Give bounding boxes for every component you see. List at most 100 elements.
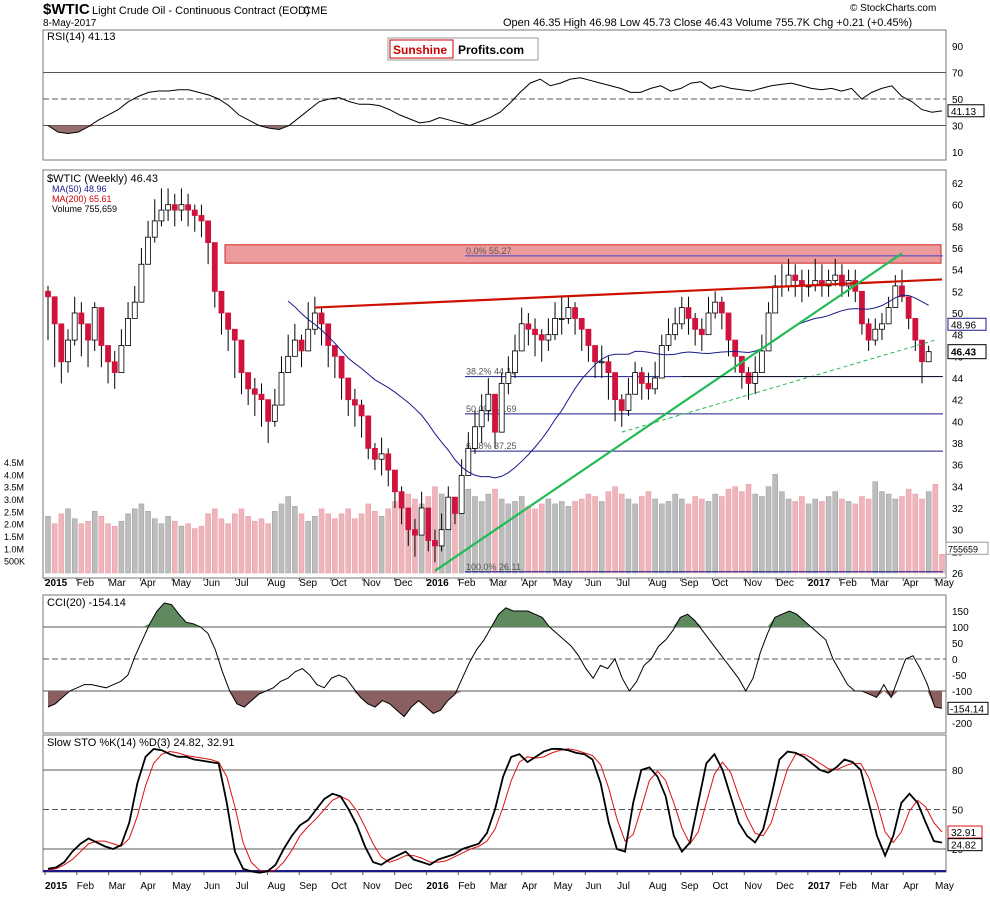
volume-bar <box>585 493 592 574</box>
volume-bar <box>318 508 325 574</box>
volume-bar <box>298 513 305 574</box>
volume-tick: 2.0M <box>4 520 24 530</box>
candle-body <box>698 328 705 336</box>
x-axis-label: Aug <box>649 578 667 589</box>
volume-bar <box>285 496 291 574</box>
x-axis-label: Aug <box>268 578 286 589</box>
volume-bar <box>725 488 732 574</box>
fib-label: 50.0% 40.69 <box>466 404 517 414</box>
candle-body <box>498 383 505 433</box>
volume-bar <box>845 501 852 574</box>
volume-last-label: 755659 <box>948 544 978 554</box>
candle-body <box>572 307 578 319</box>
volume-bar <box>592 496 598 574</box>
price-label: $WTIC (Weekly) 46.43 <box>47 173 158 185</box>
volume-bar <box>145 511 151 574</box>
volume-bar <box>85 520 91 574</box>
volume-bar <box>258 518 265 574</box>
volume-bar <box>892 498 899 574</box>
price-tick-34: 34 <box>952 482 964 493</box>
x-axis-label: Apr <box>140 881 156 892</box>
ma200-legend: MA(200) 65.61 <box>52 194 112 204</box>
candle-body <box>605 361 612 373</box>
volume-bar <box>905 488 912 574</box>
price-tick-56: 56 <box>952 244 964 255</box>
candle-body <box>558 318 565 320</box>
volume-bar <box>505 503 512 574</box>
rsi-layer: 90 70 50 30 10 41.13 <box>43 42 985 159</box>
rsi-tick-50: 50 <box>952 95 964 106</box>
x-axis-label: Feb <box>77 881 95 892</box>
volume-bar <box>578 498 585 574</box>
candle-body <box>685 307 692 319</box>
volume-bar <box>865 498 872 574</box>
volume-bar <box>232 513 238 574</box>
candle-body <box>612 372 618 401</box>
fib-label: 38.2% 44.13 <box>466 367 517 377</box>
ma50-last-label: 48.96 <box>951 320 976 331</box>
stoch-d-line <box>47 748 943 872</box>
price-tick-50: 50 <box>952 309 964 320</box>
price-tick-60: 60 <box>952 201 964 212</box>
candle-body <box>859 290 865 325</box>
volume-bar <box>652 498 658 574</box>
price-tick-62: 62 <box>952 179 964 190</box>
candle-body <box>925 351 932 363</box>
candle-body <box>765 312 772 352</box>
candle-body <box>158 209 165 222</box>
x-axis-label: Mar <box>490 881 508 892</box>
candle-body <box>458 475 465 514</box>
svg-text:Profits.com: Profits.com <box>458 43 524 57</box>
candle-body <box>772 285 779 314</box>
candle-body <box>372 448 378 460</box>
description-text: Light Crude Oil - Continuous Contract (E… <box>92 5 310 17</box>
cci-tick: -200 <box>952 719 972 730</box>
volume-bar <box>118 520 125 574</box>
x-axis-label: Jul <box>236 578 249 589</box>
price-last-box <box>947 344 987 360</box>
candle-body <box>585 328 592 346</box>
volume-bar <box>765 486 772 574</box>
volume-tick: 1.0M <box>4 544 24 554</box>
volume-bar <box>619 493 625 574</box>
cci-label: CCI(20) -154.14 <box>47 597 126 609</box>
candle-body <box>565 307 572 319</box>
volume-tick: 500K <box>4 557 25 567</box>
x-axis-label: May <box>172 578 191 589</box>
candle-body <box>832 274 839 281</box>
volume-bar <box>465 488 472 574</box>
candle-body <box>632 372 639 395</box>
candle-body <box>65 339 71 363</box>
price-tick-44: 44 <box>952 374 964 385</box>
volume-tick: 1.5M <box>4 532 24 542</box>
candle-body <box>145 236 151 265</box>
volume-bar <box>852 503 859 574</box>
volume-bar <box>925 491 932 574</box>
price-layer: 0.0% 55.27 38.2% 44.13 50.0% 40.69 61.8% 37… <box>4 179 989 580</box>
volume-bar <box>525 506 532 574</box>
x-axis-label: Oct <box>713 578 729 589</box>
candle-body <box>645 383 652 390</box>
cci-negative-fill <box>48 691 942 717</box>
volume-tick: 3.5M <box>4 483 24 493</box>
volume-bar <box>772 474 778 574</box>
candle-body <box>872 328 879 341</box>
candle-body <box>839 274 845 287</box>
volume-bar <box>912 493 919 574</box>
volume-bar <box>939 554 945 574</box>
candle-body <box>138 263 145 303</box>
candle-body <box>712 301 719 314</box>
stoch-d-label: 32.91 <box>951 828 976 839</box>
volume-bar <box>879 491 885 574</box>
candle-body <box>485 393 492 411</box>
volume-bar <box>378 516 385 574</box>
x-axis-label: Dec <box>776 578 794 589</box>
candle-body <box>692 318 699 330</box>
volume-bar <box>805 503 812 574</box>
volume-bar <box>819 501 825 574</box>
candle-body <box>665 334 672 346</box>
candle-body <box>91 307 98 341</box>
candle-body <box>618 399 625 411</box>
x-axis-label: 2016 <box>426 881 449 892</box>
